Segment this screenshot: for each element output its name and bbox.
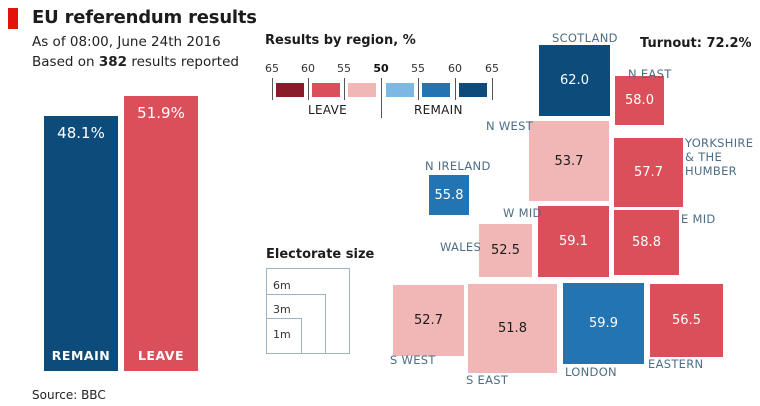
bar-value-label: 51.9% <box>137 104 185 122</box>
bar-leave: 51.9% LEAVE <box>124 96 198 371</box>
legend-tick-label: 60 <box>301 62 315 75</box>
electorate-label-6m: 6m <box>273 279 291 292</box>
legend-tick-label: 55 <box>337 62 351 75</box>
legend-tick-line <box>308 78 309 100</box>
electorate-label-3m: 3m <box>273 303 291 316</box>
results-count: 382 <box>98 54 128 70</box>
region-name-label: EASTERN <box>648 357 704 371</box>
region-london: 59.9 <box>563 283 644 364</box>
region-name-label: W MID <box>503 206 542 220</box>
bar-category-label: LEAVE <box>137 348 185 363</box>
bar-remain: 48.1% REMAIN <box>44 116 118 371</box>
legend-color-swatch <box>348 83 376 97</box>
region-name-label: E MID <box>681 212 716 226</box>
region-value: 59.1 <box>559 234 588 249</box>
legend-title: Results by region, % <box>265 33 416 48</box>
region-n-ireland: 55.8 <box>429 175 469 215</box>
brand-red-rectangle <box>8 8 18 29</box>
region-n-east: 58.0 <box>615 76 664 125</box>
legend-tick-line <box>344 78 345 100</box>
legend-leave-label: LEAVE <box>308 103 347 117</box>
legend-color-swatch <box>276 83 304 97</box>
page-title: EU referendum results <box>32 7 257 28</box>
subtitle-timestamp: As of 08:00, June 24th 2016 <box>32 34 221 50</box>
region-name-label: N IRELAND <box>425 159 491 173</box>
region-name-label: WALES <box>440 240 482 254</box>
region-eastern: 56.5 <box>650 284 723 357</box>
region-s-east: 51.8 <box>468 284 557 373</box>
subtitle-prefix: Based on <box>32 54 99 70</box>
region-n-west: 53.7 <box>529 121 609 201</box>
region-w-mid: 59.1 <box>538 206 609 277</box>
legend-center-line <box>381 78 382 118</box>
region-value: 58.0 <box>625 93 654 108</box>
region-wales: 52.5 <box>479 224 532 277</box>
subtitle-suffix: results reported <box>127 54 239 70</box>
region-value: 53.7 <box>554 153 584 169</box>
legend-tick-line <box>492 78 493 100</box>
electorate-label-1m: 1m <box>273 328 291 341</box>
region-e-mid: 58.8 <box>614 210 679 275</box>
bar-category-label: REMAIN <box>51 348 111 363</box>
legend-color-swatch <box>386 83 414 97</box>
region-value: 51.8 <box>498 321 527 336</box>
region-value: 59.9 <box>589 316 618 331</box>
region-value: 58.8 <box>632 235 661 250</box>
legend-tick-label: 60 <box>448 62 462 75</box>
region-name-label: S EAST <box>466 373 509 387</box>
legend-tick-label: 55 <box>411 62 425 75</box>
region-s-west: 52.7 <box>393 285 464 356</box>
electorate-size-title: Electorate size <box>266 247 375 262</box>
region-name-label: LONDON <box>565 365 617 379</box>
region-name-label: N EAST <box>628 67 672 81</box>
legend-color-swatch <box>459 83 487 97</box>
legend-color-swatch <box>422 83 450 97</box>
bar-value-label: 48.1% <box>57 124 105 142</box>
legend-tick-line <box>272 78 273 100</box>
region-value: 55.8 <box>434 187 464 203</box>
region-value: 52.5 <box>491 243 520 258</box>
region-yorkshire: 57.7 <box>614 138 683 207</box>
legend-tick-label: 50 <box>373 62 389 75</box>
turnout-label: Turnout: 72.2% <box>640 36 752 51</box>
subtitle-results-count: Based on 382 results reported <box>32 54 239 70</box>
region-name-label: YORKSHIRE & THE HUMBER <box>685 136 754 178</box>
legend-color-swatch <box>312 83 340 97</box>
region-value: 57.7 <box>634 165 663 180</box>
electorate-square-1m <box>266 318 302 354</box>
region-value: 52.7 <box>414 313 443 328</box>
source-note: Source: BBC <box>32 388 106 402</box>
legend-tick-line <box>418 78 419 100</box>
legend-tick-label: 65 <box>485 62 499 75</box>
region-value: 62.0 <box>560 73 589 88</box>
region-name-label: S WEST <box>390 353 436 367</box>
legend-tick-line <box>455 78 456 100</box>
region-scotland: 62.0 <box>539 45 610 116</box>
legend-remain-label: REMAIN <box>414 103 463 117</box>
region-value: 56.5 <box>672 313 701 328</box>
region-name-label: SCOTLAND <box>552 31 618 45</box>
region-name-label: N WEST <box>486 119 534 133</box>
legend-tick-label: 65 <box>265 62 279 75</box>
